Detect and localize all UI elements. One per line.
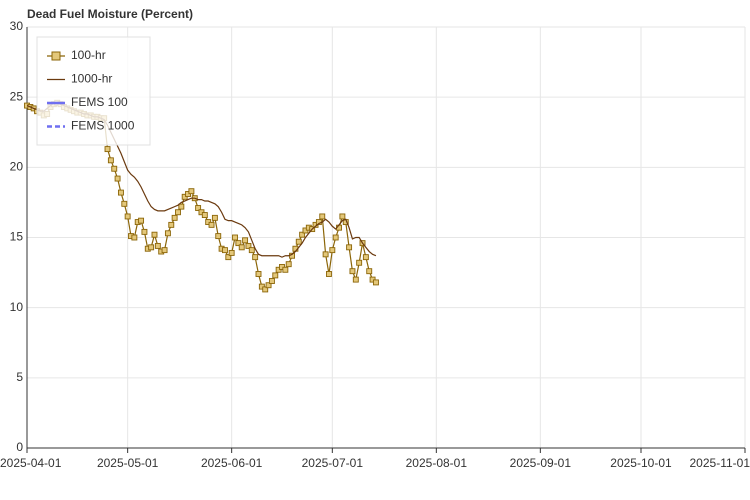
marker: [201, 212, 208, 218]
marker: [238, 244, 245, 251]
marker: [188, 188, 195, 195]
legend-label: FEMS 1000: [71, 119, 135, 133]
marker: [262, 286, 269, 293]
marker: [352, 276, 359, 283]
marker: [268, 278, 275, 284]
marker: [372, 279, 379, 286]
marker: [339, 213, 346, 220]
marker: [121, 200, 128, 207]
marker: [255, 271, 262, 277]
x-tick-label: 2025-09-01: [510, 456, 572, 470]
marker: [245, 242, 252, 249]
marker: [114, 175, 121, 182]
marker: [175, 209, 181, 216]
marker: [235, 240, 242, 247]
marker: [164, 230, 171, 237]
legend-label: 100-hr: [71, 48, 106, 62]
marker: [232, 234, 238, 241]
marker: [138, 217, 145, 224]
chart-title: Dead Fuel Moisture (Percent): [27, 7, 193, 21]
x-tick-label: 2025-05-01: [97, 456, 159, 470]
x-tick-label: 2025-11-01: [690, 456, 750, 470]
x-tick-label: 2025-10-01: [610, 456, 672, 470]
marker: [322, 251, 329, 258]
marker: [195, 205, 202, 211]
marker: [208, 221, 215, 228]
marker: [299, 231, 306, 238]
x-tick-label: 2025-04-01: [0, 456, 62, 470]
y-tick-label: 10: [10, 300, 24, 314]
marker: [326, 271, 332, 277]
marker: [151, 231, 158, 238]
marker: [171, 214, 178, 221]
marker: [117, 189, 124, 196]
marker: [161, 247, 168, 254]
marker: [154, 242, 161, 249]
marker: [349, 268, 356, 275]
marker: [282, 266, 289, 273]
marker: [225, 254, 232, 261]
marker: [252, 254, 259, 261]
marker: [211, 214, 218, 221]
marker: [285, 261, 292, 268]
marker: [141, 228, 148, 235]
marker: [222, 247, 228, 254]
legend-label: FEMS 100: [71, 95, 128, 109]
y-tick-label: 30: [10, 19, 24, 33]
marker: [295, 238, 302, 245]
y-tick-label: 15: [10, 230, 24, 244]
marker: [111, 165, 118, 172]
marker: [319, 213, 326, 220]
marker: [248, 247, 255, 254]
marker: [178, 203, 185, 210]
marker: [265, 282, 272, 289]
marker: [228, 249, 235, 256]
x-tick-label: 2025-08-01: [406, 456, 468, 470]
y-tick-label: 0: [16, 440, 23, 454]
x-tick-label: 2025-07-01: [302, 456, 364, 470]
marker: [332, 234, 339, 241]
marker: [272, 272, 279, 279]
marker: [362, 254, 369, 261]
marker: [356, 259, 363, 266]
marker: [104, 146, 111, 153]
marker: [124, 213, 131, 220]
marker: [131, 234, 138, 241]
x-tick-label: 2025-06-01: [201, 456, 263, 470]
legend: 100-hr 1000-hr FEMS 100 FEMS 1000: [36, 36, 151, 146]
y-tick-label: 5: [16, 370, 23, 384]
legend-marker: [51, 51, 61, 61]
marker: [329, 247, 336, 254]
y-tick-label: 20: [10, 160, 24, 174]
marker: [242, 237, 249, 244]
marker: [168, 221, 175, 228]
legend-label: 1000-hr: [71, 72, 112, 86]
marker: [366, 268, 373, 275]
marker: [148, 244, 155, 251]
marker: [346, 244, 353, 251]
marker: [107, 157, 114, 164]
marker: [215, 233, 222, 240]
y-tick-label: 25: [10, 89, 24, 103]
